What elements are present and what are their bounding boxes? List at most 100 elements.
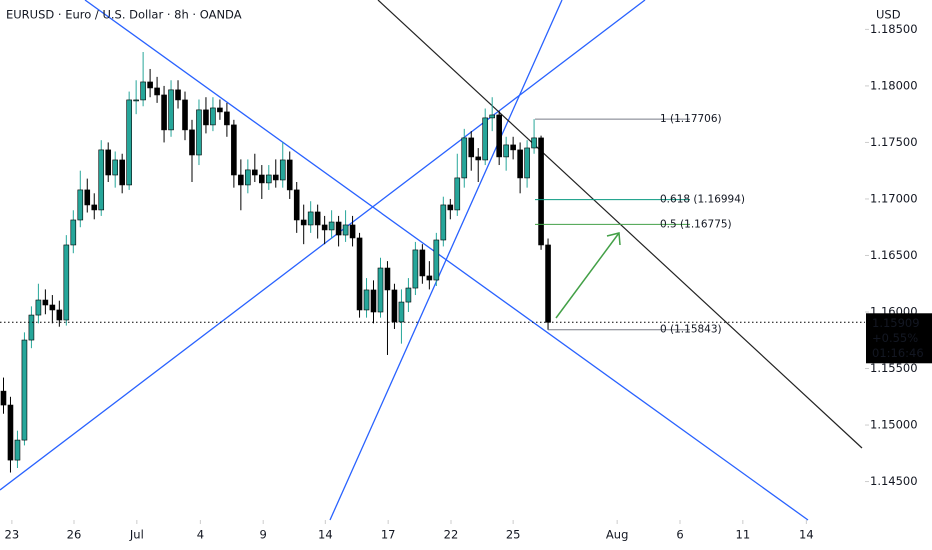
- change-label: +0.55%: [872, 331, 918, 345]
- candle-body: [77, 189, 84, 221]
- candle-body: [433, 239, 440, 281]
- candle-body: [447, 204, 454, 211]
- x-tick-label: 4: [197, 528, 204, 542]
- trend-line: [0, 0, 646, 491]
- x-tick-label: 11: [736, 528, 751, 542]
- arrow-head: [606, 232, 621, 246]
- candle-body: [419, 249, 426, 277]
- candle-body: [517, 149, 523, 179]
- candle-body: [300, 219, 307, 226]
- price-label: 1.15909: [872, 316, 920, 330]
- y-tick-label: 1.15500: [870, 361, 918, 375]
- candle-body: [398, 301, 405, 323]
- candle-body: [524, 147, 530, 179]
- candle-body: [363, 289, 370, 311]
- candle-body: [154, 87, 160, 96]
- candle-body: [307, 211, 314, 226]
- candle-body: [538, 137, 544, 246]
- price-box: [866, 313, 932, 364]
- candle-body: [405, 287, 412, 303]
- candle-body: [189, 129, 195, 156]
- candle-body: [503, 144, 509, 158]
- x-tick-label: 14: [799, 528, 814, 542]
- chart-title: EURUSD · Euro / U.S. Dollar · 8h · OANDA: [6, 8, 242, 22]
- x-tick-label: Aug: [606, 528, 628, 542]
- drawings: [0, 0, 863, 521]
- candle-body: [140, 81, 146, 101]
- candle-body: [461, 137, 468, 179]
- candle-body: [510, 144, 516, 151]
- candle-body: [210, 107, 216, 126]
- candle-body: [286, 159, 293, 191]
- fib-label: 0.5 (1.16775): [660, 218, 732, 230]
- candle-body: [370, 289, 377, 313]
- candle-body: [475, 156, 482, 161]
- candle-body: [42, 299, 49, 306]
- x-tick-label: Jul: [129, 528, 144, 542]
- y-tick-label: 1.16500: [870, 248, 918, 262]
- candle-body: [252, 169, 258, 176]
- candle-body: [412, 249, 419, 289]
- candle-body: [496, 114, 502, 158]
- x-tick-label: 9: [260, 528, 267, 542]
- candle-body: [545, 244, 551, 323]
- candle-body: [168, 89, 174, 131]
- candle-body: [293, 189, 300, 221]
- candle-body: [231, 124, 237, 176]
- candle-body: [259, 174, 265, 184]
- x-tick-label: 6: [676, 528, 683, 542]
- x-tick-label: 22: [444, 528, 459, 542]
- y-tick-label: 1.14500: [870, 474, 918, 488]
- candle-body: [133, 99, 139, 102]
- y-tick-label: 1.17000: [870, 191, 918, 205]
- candle-body: [203, 109, 209, 126]
- candle-body: [175, 89, 181, 101]
- candle-body: [0, 390, 7, 406]
- fib-label: 1 (1.17706): [660, 113, 722, 125]
- x-tick-label: 17: [381, 528, 396, 542]
- candle-body: [119, 159, 125, 186]
- candle-body: [489, 114, 495, 119]
- candle-body: [126, 99, 132, 186]
- y-tick-label: 1.15000: [870, 418, 918, 432]
- candle-body: [377, 267, 384, 313]
- candle-body: [21, 339, 28, 441]
- candle-body: [531, 137, 537, 149]
- candle-body: [328, 221, 335, 231]
- candle-body: [238, 174, 244, 186]
- y-tick-label: 1.18500: [870, 22, 918, 36]
- candle-body: [321, 224, 328, 231]
- candle-body: [342, 224, 349, 236]
- candle-body: [196, 109, 202, 156]
- candle-body: [272, 174, 279, 181]
- countdown-label: 01:16:46: [872, 346, 924, 360]
- candle-body: [70, 219, 77, 246]
- candle-body: [482, 117, 489, 161]
- candle-body: [182, 99, 188, 131]
- currency-label: USD: [876, 8, 901, 22]
- candle-body: [112, 159, 118, 176]
- candle-body: [265, 174, 272, 184]
- x-tick-label: 26: [67, 528, 82, 542]
- candle-body: [426, 275, 433, 281]
- candle-body: [56, 309, 63, 321]
- candle-body: [35, 299, 42, 316]
- candle-body: [384, 267, 391, 291]
- arrow: [555, 232, 620, 319]
- candle-body: [440, 204, 447, 241]
- candle-body: [391, 289, 398, 323]
- candle-body: [224, 111, 230, 126]
- candle-body: [147, 81, 153, 89]
- candle-body: [49, 304, 56, 311]
- trend-line: [329, 0, 563, 521]
- candle-body: [217, 107, 223, 113]
- candle-body: [314, 211, 321, 226]
- candle-body: [105, 149, 112, 176]
- y-tick-label: 1.17500: [870, 135, 918, 149]
- candle-body: [7, 404, 14, 461]
- fib-label: 0.618 (1.16994): [660, 194, 745, 206]
- candle-body: [98, 149, 105, 211]
